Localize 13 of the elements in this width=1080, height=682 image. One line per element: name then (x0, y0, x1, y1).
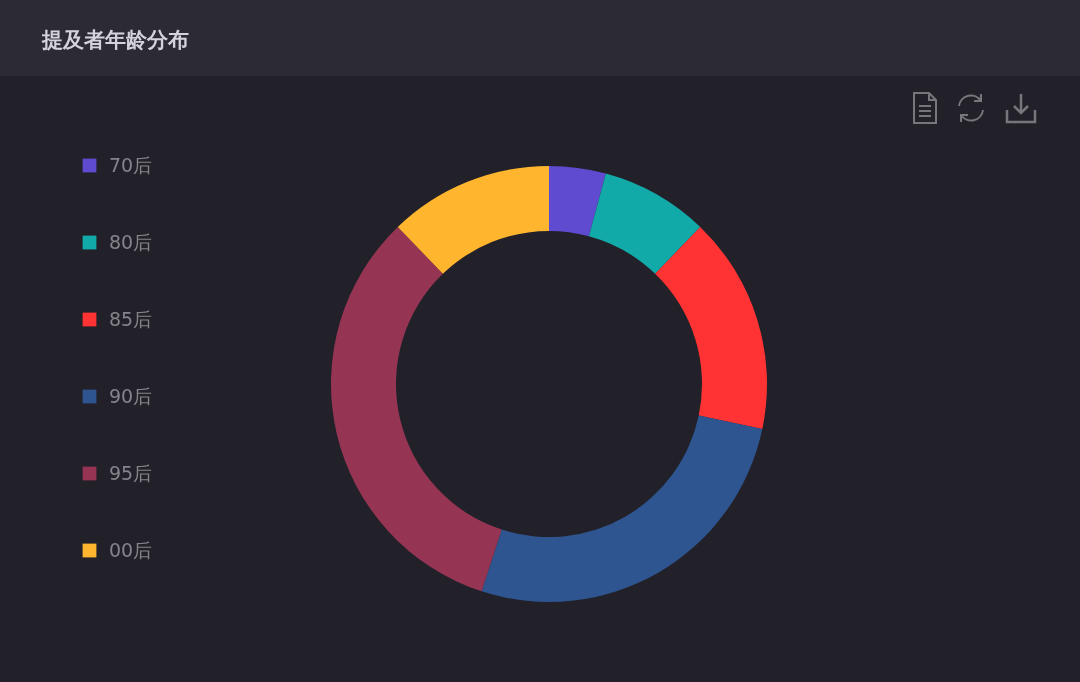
donut-slice (549, 166, 606, 237)
donut-slice (397, 166, 549, 274)
donut-slice (655, 226, 767, 429)
legend-label: 80后 (109, 230, 153, 253)
donut-slice (331, 226, 502, 592)
legend-label: 70后 (109, 153, 153, 176)
legend-label: 95后 (109, 461, 153, 484)
donut-slice (481, 415, 763, 602)
legend-label: 85后 (109, 307, 153, 330)
chart-title: 提及者年龄分布 (0, 0, 1080, 76)
donut-slice (588, 173, 701, 274)
legend-label: 00后 (109, 538, 153, 561)
legend-label: 90后 (109, 384, 153, 407)
